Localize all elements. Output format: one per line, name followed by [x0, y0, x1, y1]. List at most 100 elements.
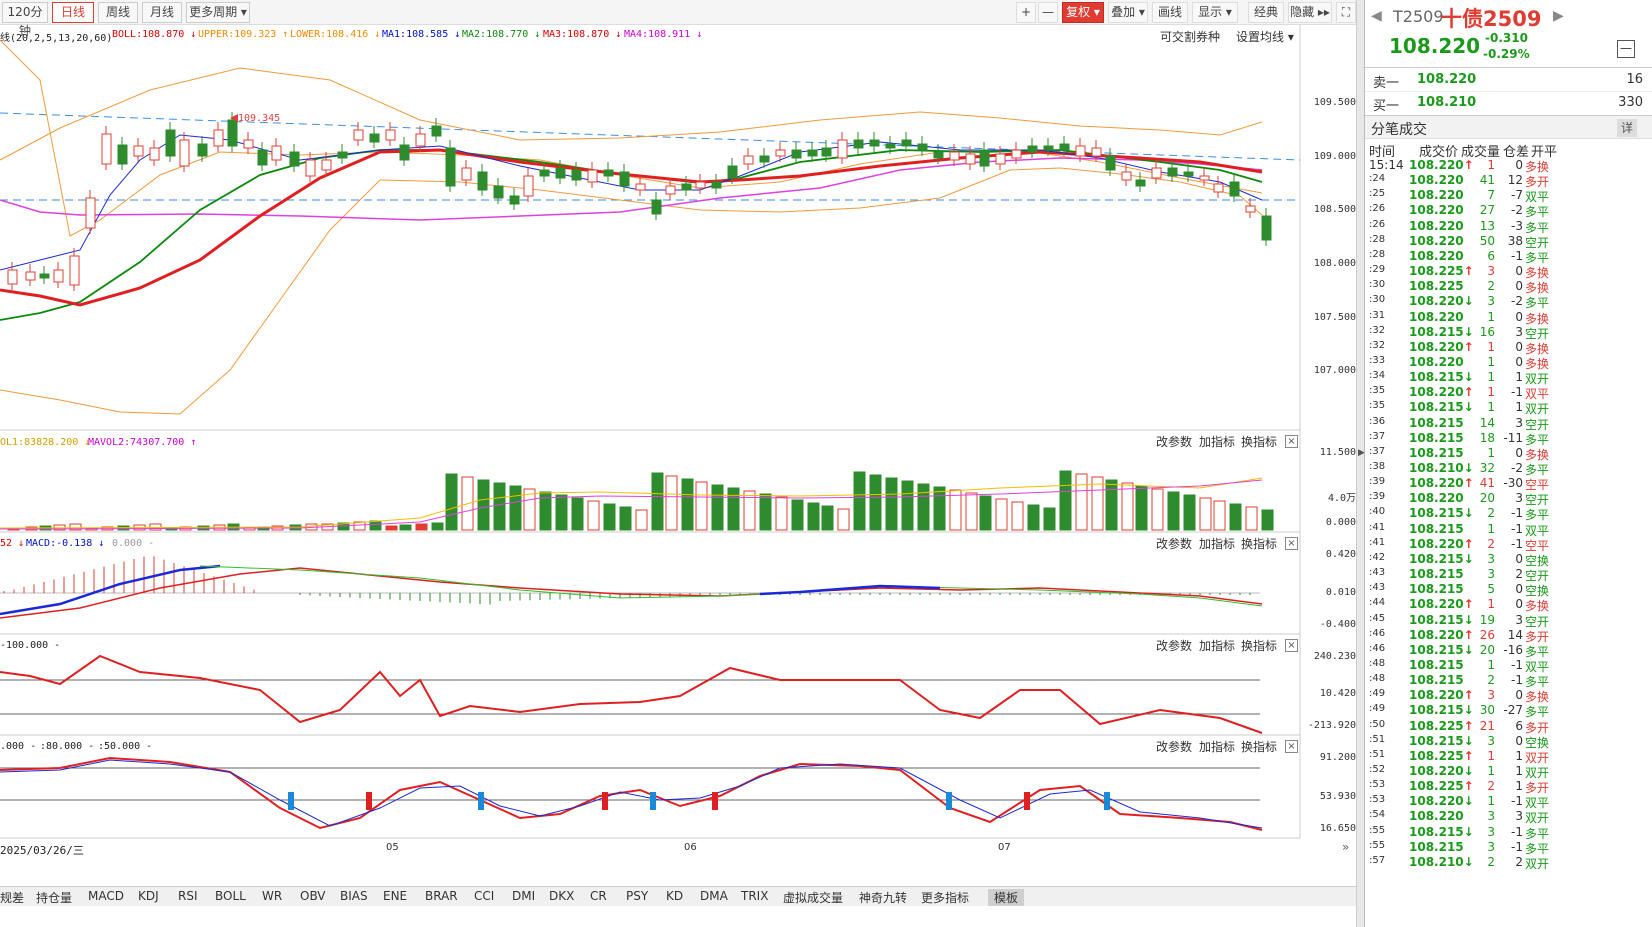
classic-button[interactable]: 经典: [1248, 2, 1284, 23]
candle: [165, 129, 176, 157]
panel-splitter[interactable]: ▶: [1356, 0, 1365, 927]
tick-cell: -1: [1511, 536, 1523, 551]
volume-bar: [979, 495, 992, 531]
next-contract-icon[interactable]: ▶: [1553, 8, 1564, 24]
tab-14[interactable]: CR: [590, 889, 607, 903]
tick-cell: 空开: [1525, 235, 1550, 250]
adjust-rights-dropdown[interactable]: 复权 ▾: [1062, 2, 1104, 23]
draw-line-button[interactable]: 画线: [1152, 2, 1188, 23]
collapse-quote-button[interactable]: —: [1617, 40, 1635, 58]
tick-cell: 多平: [1525, 675, 1550, 690]
edit-params-button[interactable]: 改参数: [1156, 537, 1193, 551]
candle: [369, 133, 380, 143]
candle: [149, 147, 160, 161]
scroll-right-icon[interactable]: »: [1342, 840, 1350, 854]
details-button[interactable]: 详: [1617, 119, 1637, 137]
switch-indicator-button[interactable]: 换指标: [1241, 537, 1278, 551]
tab-7[interactable]: OBV: [300, 889, 326, 903]
tab-8[interactable]: BIAS: [340, 889, 368, 903]
switch-indicator-button[interactable]: 换指标: [1241, 639, 1278, 653]
edit-params-button[interactable]: 改参数: [1156, 435, 1193, 449]
axis-label: 109.000: [1313, 151, 1356, 162]
candle: [651, 199, 662, 215]
period-120min[interactable]: 120分钟: [2, 2, 48, 38]
set-ma-dropdown[interactable]: 设置均线 ▾: [1236, 30, 1294, 44]
add-indicator-button[interactable]: 加指标: [1199, 639, 1236, 653]
period-daily[interactable]: 日线: [52, 2, 94, 23]
volume-bar: [1059, 470, 1072, 531]
candle: [477, 171, 488, 191]
tick-cell: :38: [1369, 461, 1386, 472]
hide-button[interactable]: 隐藏 ▸▸: [1288, 2, 1332, 23]
tab-1[interactable]: 持仓量: [36, 891, 73, 905]
edit-params-button[interactable]: 改参数: [1156, 740, 1193, 754]
candle: [353, 129, 364, 141]
kline-chart[interactable]: [0, 0, 1360, 886]
candle: [853, 139, 864, 149]
add-indicator-button[interactable]: 加指标: [1199, 740, 1236, 754]
tick-cell: 14: [1507, 627, 1523, 642]
period-weekly[interactable]: 周线: [98, 2, 138, 23]
tick-cell: 108.220: [1409, 233, 1464, 248]
macd-value: MACD:-0.138 ↓: [26, 538, 105, 549]
tick-cell: 1: [1487, 748, 1495, 763]
tab-16[interactable]: KD: [666, 889, 684, 903]
zoom-out-button[interactable]: —: [1038, 2, 1058, 23]
add-indicator-button[interactable]: 加指标: [1199, 537, 1236, 551]
close-panel-icon[interactable]: ×: [1285, 740, 1298, 753]
tab-4[interactable]: RSI: [178, 889, 198, 903]
tab-22[interactable]: 模板: [988, 889, 1025, 906]
tab-20[interactable]: 神奇九转: [859, 891, 908, 905]
tick-cell: 3: [1515, 415, 1523, 430]
candle: [665, 185, 676, 195]
candle: [603, 169, 614, 177]
tick-cell: 多换: [1525, 311, 1550, 326]
tab-9[interactable]: ENE: [383, 889, 408, 903]
tick-row: :44 108.220↑ 1 0 多换: [1365, 597, 1652, 613]
tab-6[interactable]: WR: [262, 889, 283, 903]
add-indicator-button[interactable]: 加指标: [1199, 435, 1236, 449]
tab-12[interactable]: DMI: [512, 889, 536, 903]
close-panel-icon[interactable]: ×: [1285, 435, 1298, 448]
close-panel-icon[interactable]: ×: [1285, 537, 1298, 550]
collapse-arrow-icon[interactable]: ▶: [1358, 448, 1365, 458]
volume-bar: [837, 508, 850, 531]
more-periods-dropdown[interactable]: 更多周期 ▾: [186, 2, 250, 23]
tab-19[interactable]: 虚拟成交量: [783, 891, 844, 905]
tab-15[interactable]: PSY: [626, 889, 649, 903]
tick-cell: :32: [1369, 339, 1386, 351]
display-dropdown[interactable]: 显示 ▾: [1192, 2, 1238, 23]
tick-cell: 108.220: [1409, 173, 1464, 188]
tab-13[interactable]: DKX: [549, 889, 575, 903]
fullscreen-icon[interactable]: ⛶: [1336, 2, 1356, 23]
tab-11[interactable]: CCI: [474, 889, 495, 903]
candle: [101, 133, 112, 165]
prev-contract-icon[interactable]: ◀: [1371, 8, 1382, 24]
tab-2[interactable]: MACD: [88, 889, 124, 903]
close-panel-icon[interactable]: ×: [1285, 639, 1298, 652]
tick-cell: 3: [1515, 809, 1523, 824]
deliverable-bonds-link[interactable]: 可交割券种: [1160, 30, 1221, 44]
tick-cell: 双平: [1525, 190, 1550, 205]
tab-21[interactable]: 更多指标: [921, 891, 970, 905]
candle: [197, 143, 208, 157]
tab-5[interactable]: BOLL: [215, 889, 246, 903]
tick-row: 15:14 108.220↑ 1 0 多换: [1365, 158, 1652, 174]
switch-indicator-button[interactable]: 换指标: [1241, 435, 1278, 449]
edit-params-button[interactable]: 改参数: [1156, 639, 1193, 653]
tab-0[interactable]: 规差: [0, 891, 25, 905]
zoom-in-button[interactable]: +: [1016, 2, 1036, 23]
switch-indicator-button[interactable]: 换指标: [1241, 740, 1278, 754]
tab-17[interactable]: DMA: [700, 889, 728, 903]
tab-3[interactable]: KDJ: [138, 889, 159, 903]
tick-cell: :48: [1369, 673, 1386, 685]
tick-cell: 1: [1487, 521, 1495, 536]
volume-bar: [1213, 500, 1226, 531]
tick-row: :43 108.215 5 0 空换: [1365, 582, 1652, 598]
overlay-dropdown[interactable]: 叠加 ▾: [1108, 2, 1148, 23]
period-monthly[interactable]: 月线: [142, 2, 182, 23]
tab-18[interactable]: TRIX: [741, 889, 769, 903]
tab-10[interactable]: BRAR: [425, 889, 458, 903]
axis-label: 107.000: [1313, 365, 1356, 376]
tick-cell: 108.220: [1409, 203, 1464, 218]
